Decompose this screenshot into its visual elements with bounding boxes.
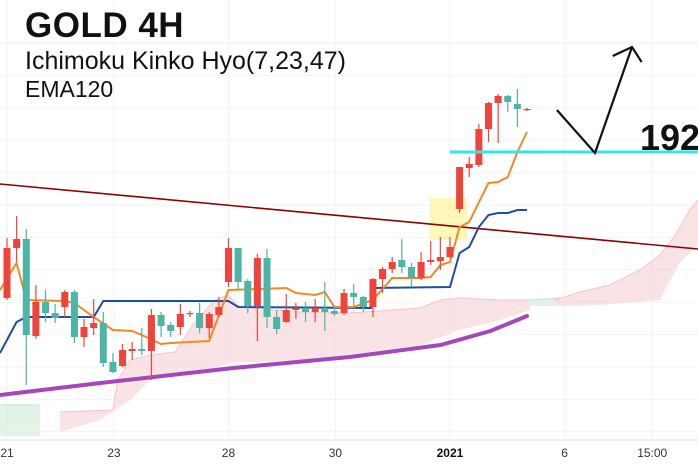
- time-tick-label: 23: [107, 446, 121, 460]
- candle-body: [494, 96, 502, 103]
- time-tick-label: 21: [0, 446, 14, 460]
- candle-body: [504, 96, 512, 102]
- candle-body: [13, 239, 21, 248]
- candle-body: [51, 313, 59, 318]
- candle-body: [523, 109, 531, 111]
- candle-body: [61, 292, 69, 307]
- candle-body: [138, 349, 146, 351]
- tenkan-line: [0, 131, 528, 346]
- candle-body: [215, 307, 223, 315]
- candle-body: [42, 302, 50, 313]
- tenkan-path: [0, 131, 528, 346]
- candle-body: [99, 323, 107, 363]
- candles: [3, 89, 531, 385]
- ema120-path: [0, 314, 529, 397]
- time-tick-label: 6: [561, 446, 568, 460]
- ichimoku-cloud: [0, 199, 698, 436]
- arrow-path: [556, 46, 634, 156]
- candle-body: [22, 239, 30, 335]
- time-tick-label: 15:00: [637, 446, 667, 460]
- candle-body: [282, 310, 290, 322]
- candle-body: [263, 258, 271, 317]
- candle-body: [119, 350, 127, 366]
- chart-title: GOLD 4H: [25, 6, 185, 45]
- candle-body: [157, 315, 165, 326]
- candle-body: [109, 362, 117, 372]
- cloud-edge: [529, 297, 560, 301]
- candle-body: [379, 269, 387, 279]
- candle-body: [436, 257, 444, 261]
- candle-body: [234, 248, 242, 282]
- candle-body: [244, 281, 252, 306]
- candle-body: [224, 248, 232, 282]
- candle-body: [369, 279, 377, 307]
- candle-body: [167, 325, 175, 331]
- time-tick-label: 28: [222, 446, 236, 460]
- candle-body: [417, 262, 425, 278]
- ema120-line: [0, 314, 529, 397]
- candle-body: [456, 167, 464, 209]
- indicator-ichimoku-label: Ichimoku Kinko Hyo(7,23,47): [25, 47, 346, 75]
- cloud-bear: [60, 295, 530, 432]
- level-label: 192: [640, 117, 698, 158]
- time-axis[interactable]: 21 23 28 30 2021 6 15:00: [0, 446, 667, 460]
- kijun-path: [0, 209, 527, 354]
- kijun-line: [0, 209, 527, 354]
- candle-body: [398, 260, 406, 267]
- candle-body: [253, 258, 261, 306]
- candle-body: [321, 308, 329, 312]
- candle-body: [3, 248, 11, 298]
- candle-body: [475, 129, 483, 165]
- candle-body: [340, 293, 348, 313]
- candle-body: [205, 314, 213, 328]
- candle-body: [90, 323, 98, 328]
- candle-body: [196, 313, 204, 328]
- candle-body: [359, 297, 367, 307]
- candle-body: [128, 349, 136, 351]
- candle-body: [350, 293, 358, 297]
- candle-body: [186, 313, 194, 315]
- indicator-ema-label: EMA120: [25, 76, 114, 102]
- candle-body: [80, 327, 88, 337]
- arrow-drawing[interactable]: [556, 45, 643, 156]
- candle-body: [446, 247, 454, 257]
- time-tick-label: 30: [329, 446, 343, 460]
- candle-body: [147, 315, 155, 351]
- candle-body: [302, 308, 310, 312]
- trendline[interactable]: [0, 183, 698, 250]
- candle-body: [388, 262, 396, 269]
- cloud-bear: [554, 200, 698, 306]
- trendline-path: [0, 183, 698, 250]
- candle-body: [427, 260, 435, 262]
- candle-body: [273, 317, 281, 329]
- candle-body: [32, 302, 40, 336]
- candle-body: [311, 308, 319, 312]
- arrow-head-icon: [612, 45, 643, 63]
- time-tick-label: 2021: [437, 446, 464, 460]
- candle-body: [70, 292, 78, 337]
- candle-body: [485, 103, 492, 129]
- candle-body: [465, 164, 473, 168]
- candle-body: [407, 267, 415, 278]
- cloud-bull: [0, 405, 40, 436]
- candle-body: [176, 314, 184, 327]
- candle-body: [292, 308, 300, 310]
- cloud-edge: [554, 199, 698, 301]
- candle-body: [330, 311, 338, 314]
- candle-body: [513, 104, 521, 109]
